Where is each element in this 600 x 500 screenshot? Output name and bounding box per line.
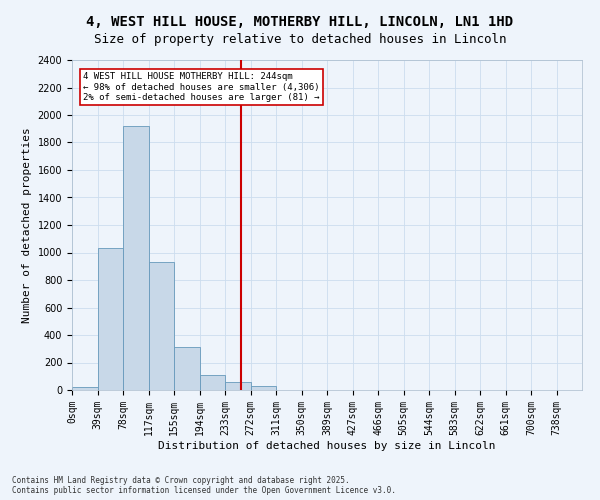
Text: 4, WEST HILL HOUSE, MOTHERBY HILL, LINCOLN, LN1 1HD: 4, WEST HILL HOUSE, MOTHERBY HILL, LINCO… [86, 15, 514, 29]
Text: Contains HM Land Registry data © Crown copyright and database right 2025.
Contai: Contains HM Land Registry data © Crown c… [12, 476, 396, 495]
Bar [72, 387, 97, 390]
Bar [97, 248, 123, 390]
Bar [199, 375, 225, 390]
Bar [174, 346, 199, 390]
Text: Size of property relative to detached houses in Lincoln: Size of property relative to detached ho… [94, 32, 506, 46]
Text: 4 WEST HILL HOUSE MOTHERBY HILL: 244sqm
← 98% of detached houses are smaller (4,: 4 WEST HILL HOUSE MOTHERBY HILL: 244sqm … [83, 72, 320, 102]
Bar [123, 126, 149, 390]
Bar [149, 262, 174, 390]
Bar [225, 382, 251, 390]
X-axis label: Distribution of detached houses by size in Lincoln: Distribution of detached houses by size … [158, 440, 496, 450]
Bar [251, 386, 276, 390]
Y-axis label: Number of detached properties: Number of detached properties [22, 127, 32, 323]
